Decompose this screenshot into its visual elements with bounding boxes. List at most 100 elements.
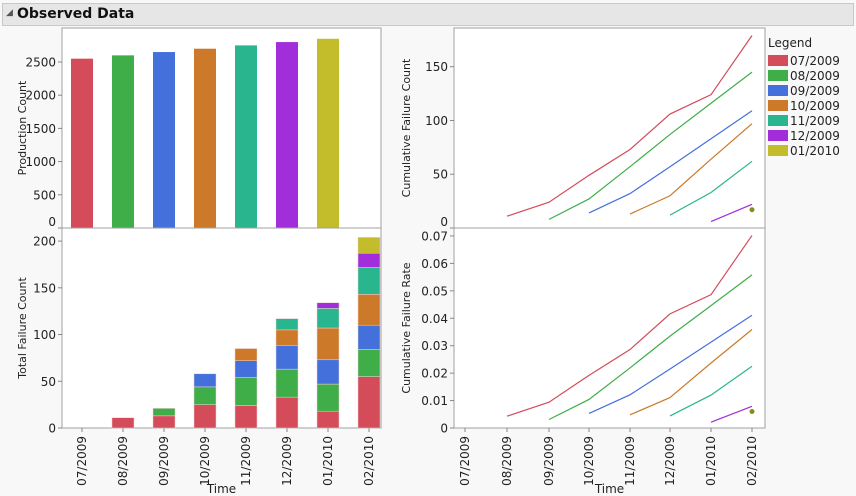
y-tick-label: 2500 bbox=[25, 55, 56, 69]
line-10/2009 bbox=[629, 329, 753, 416]
bar-segment-11/2009 bbox=[316, 308, 340, 329]
bar-segment-07/2009 bbox=[193, 404, 217, 429]
line-11/2009 bbox=[669, 160, 753, 216]
legend-swatch bbox=[768, 55, 788, 66]
legend-item: 01/2010 bbox=[790, 144, 840, 158]
x-tick-label: 09/2009 bbox=[542, 436, 556, 486]
bar-segment-10/2009 bbox=[357, 294, 381, 326]
y-tick-label: 100 bbox=[425, 114, 448, 128]
y-tick-label: 50 bbox=[41, 375, 56, 389]
line-12/2009 bbox=[710, 203, 753, 223]
line-07/2009 bbox=[506, 235, 753, 417]
x-tick-label: 09/2009 bbox=[157, 436, 171, 486]
x-tick-label: 02/2010 bbox=[745, 436, 759, 486]
bar-segment-09/2009 bbox=[275, 345, 299, 370]
bar-production-09/2009 bbox=[153, 52, 175, 228]
x-tick-label: 01/2010 bbox=[704, 436, 718, 486]
legend-item: 09/2009 bbox=[790, 84, 840, 98]
bar-segment-11/2009 bbox=[275, 318, 299, 331]
bar-production-08/2009 bbox=[112, 55, 134, 228]
bar-segment-10/2009 bbox=[316, 327, 340, 361]
x-tick-label: 08/2009 bbox=[500, 436, 514, 486]
line-08/2009 bbox=[548, 274, 753, 421]
y-tick-label: 2000 bbox=[25, 89, 56, 103]
y-tick-label: 1500 bbox=[25, 122, 56, 136]
line-07/2009 bbox=[506, 35, 753, 217]
legend-swatch bbox=[768, 70, 788, 81]
bar-segment-08/2009 bbox=[316, 383, 340, 412]
y-tick-label: 1000 bbox=[25, 155, 56, 169]
y-tick-label: 150 bbox=[425, 60, 448, 74]
y-axis-label: Total Failure Count bbox=[16, 277, 29, 380]
x-tick-label: 07/2009 bbox=[458, 436, 472, 486]
x-tick-label: 11/2009 bbox=[623, 436, 637, 486]
bar-segment-08/2009 bbox=[152, 408, 176, 417]
bar-segment-10/2009 bbox=[275, 329, 299, 347]
y-tick-label: 0.06 bbox=[421, 257, 448, 271]
bar-segment-01/2010 bbox=[357, 237, 381, 254]
y-tick-label: 50 bbox=[433, 168, 448, 182]
line-11/2009 bbox=[669, 365, 753, 417]
bar-segment-07/2009 bbox=[275, 396, 299, 429]
y-tick-label: 150 bbox=[33, 281, 56, 295]
bar-production-11/2009 bbox=[235, 45, 257, 228]
bar-segment-09/2009 bbox=[316, 359, 340, 385]
bar-segment-08/2009 bbox=[234, 377, 258, 406]
bar-segment-08/2009 bbox=[275, 368, 299, 398]
legend-swatch bbox=[768, 85, 788, 96]
bar-segment-07/2009 bbox=[111, 417, 135, 429]
legend-item: 10/2009 bbox=[790, 99, 840, 113]
y-tick-label: 0 bbox=[440, 215, 448, 229]
bar-segment-08/2009 bbox=[357, 349, 381, 377]
bar-production-07/2009 bbox=[71, 58, 93, 228]
bar-segment-12/2009 bbox=[316, 302, 340, 309]
bar-segment-09/2009 bbox=[234, 360, 258, 378]
y-tick-label: 0 bbox=[48, 422, 56, 436]
y-tick-label: 0.02 bbox=[421, 367, 448, 381]
y-tick-label: 0.03 bbox=[421, 339, 448, 353]
x-tick-label: 07/2009 bbox=[75, 436, 89, 486]
legend-item: 11/2009 bbox=[790, 114, 840, 128]
y-tick-label: 0.04 bbox=[421, 312, 448, 326]
y-tick-label: 500 bbox=[33, 188, 56, 202]
outline-header[interactable]: ◢ Observed Data bbox=[2, 3, 854, 26]
plot-frame bbox=[453, 227, 766, 429]
line-09/2009 bbox=[588, 314, 753, 415]
bar-segment-07/2009 bbox=[357, 376, 381, 429]
legend-item: 12/2009 bbox=[790, 129, 840, 143]
legend-title: Legend bbox=[768, 36, 812, 50]
bar-segment-07/2009 bbox=[316, 410, 340, 429]
y-tick-label: 0.01 bbox=[421, 394, 448, 408]
y-axis-label: Cumulative Failure Rate bbox=[400, 262, 413, 393]
line-08/2009 bbox=[548, 71, 753, 220]
y-axis-label: Production Count bbox=[16, 80, 29, 175]
legend-item: 08/2009 bbox=[790, 69, 840, 83]
x-axis-label: Time bbox=[206, 482, 236, 496]
line-10/2009 bbox=[629, 123, 753, 215]
legend-swatch bbox=[768, 100, 788, 111]
x-tick-label: 12/2009 bbox=[280, 436, 294, 486]
y-tick-label: 0.05 bbox=[421, 284, 448, 298]
y-axis-label: Cumulative Failure Count bbox=[400, 58, 413, 197]
bar-segment-09/2009 bbox=[357, 324, 381, 350]
y-tick-label: 0.07 bbox=[421, 229, 448, 243]
y-tick-label: 100 bbox=[33, 328, 56, 342]
bar-segment-12/2009 bbox=[357, 252, 381, 268]
line-12/2009 bbox=[710, 405, 753, 423]
disclosure-triangle-icon[interactable]: ◢ bbox=[6, 8, 13, 18]
bar-segment-08/2009 bbox=[193, 386, 217, 405]
y-tick-label: 200 bbox=[33, 235, 56, 249]
x-tick-label: 08/2009 bbox=[116, 436, 130, 486]
report-title: Observed Data bbox=[17, 6, 135, 22]
legend-swatch bbox=[768, 115, 788, 126]
point-01/2010 bbox=[749, 409, 755, 415]
bar-production-12/2009 bbox=[276, 42, 298, 228]
bar-segment-09/2009 bbox=[193, 373, 217, 388]
bar-production-01/2010 bbox=[317, 38, 339, 228]
plot-frame bbox=[453, 27, 766, 229]
x-tick-label: 01/2010 bbox=[321, 436, 335, 486]
bar-production-10/2009 bbox=[194, 48, 216, 228]
point-01/2010 bbox=[749, 207, 755, 213]
